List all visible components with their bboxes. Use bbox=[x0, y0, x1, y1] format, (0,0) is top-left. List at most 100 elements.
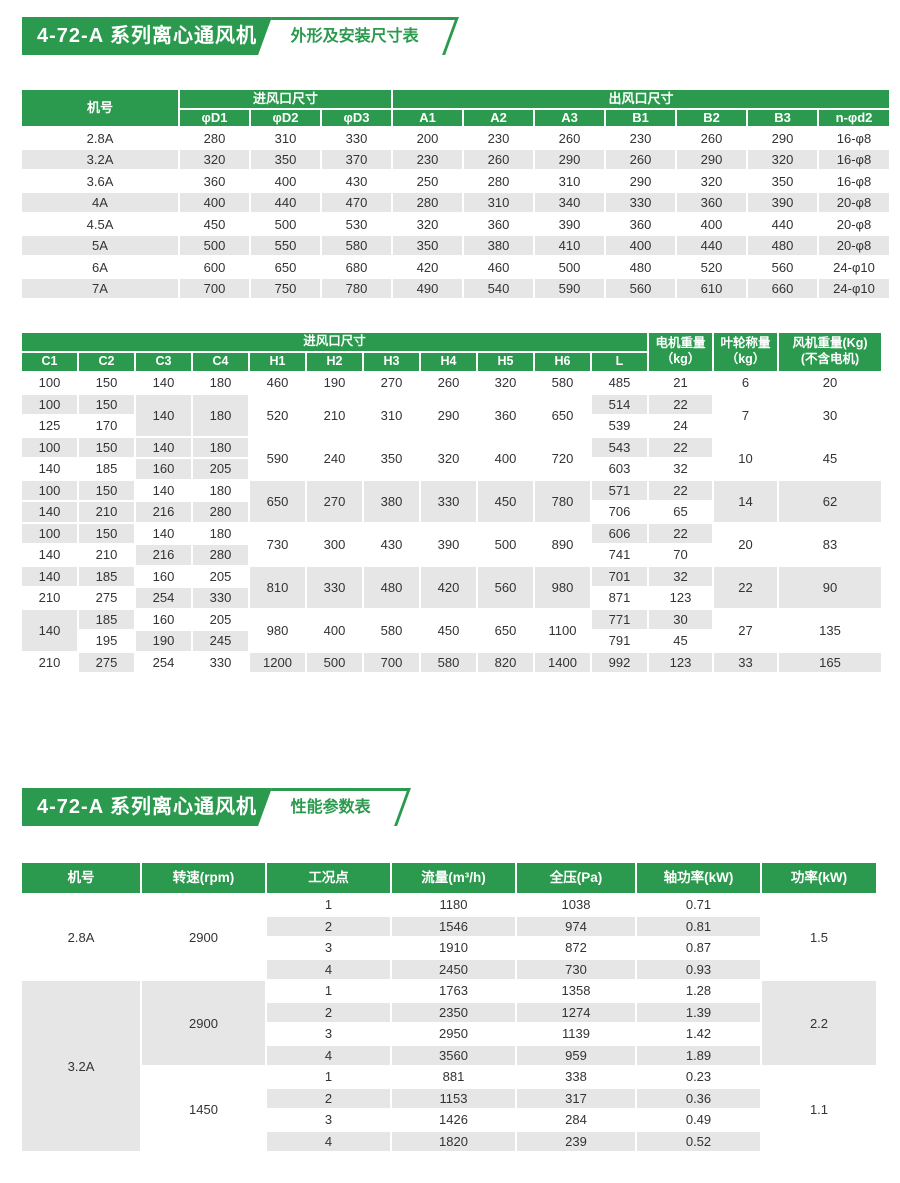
total-pressure-cell: 338 bbox=[517, 1067, 635, 1087]
shaft-power-cell: 0.81 bbox=[637, 916, 760, 936]
table-cell: 123 bbox=[649, 588, 712, 608]
table-cell: 10 bbox=[714, 437, 777, 479]
table-subheader-row: C1 C2 C3 C4 H1 H2 H3 H4 H5 H6 L bbox=[22, 353, 881, 371]
table-cell: 190 bbox=[136, 631, 191, 651]
table-cell: 330 bbox=[322, 128, 391, 148]
table-cell: 310 bbox=[364, 394, 419, 436]
col-header-motor-weight: 电机重量 （kg） bbox=[649, 333, 712, 371]
table-row: 2 1546 974 0.81 bbox=[22, 916, 876, 936]
col-header-c1: C1 bbox=[22, 353, 77, 371]
table-cell: 270 bbox=[364, 373, 419, 393]
operating-point-cell: 4 bbox=[267, 959, 390, 979]
table-cell: 90 bbox=[779, 566, 881, 608]
flow-rate-cell: 2450 bbox=[392, 959, 515, 979]
table-cell: 480 bbox=[748, 235, 817, 256]
shaft-power-cell: 0.52 bbox=[637, 1131, 760, 1151]
table-cell: 330 bbox=[421, 480, 476, 522]
table-cell: 871 bbox=[592, 588, 647, 608]
table-row: 6A 600 650 680 420 460 500 480 520 560 24-φ10 bbox=[22, 257, 889, 277]
col-header-a3: A3 bbox=[535, 110, 604, 127]
table-cell: 400 bbox=[180, 192, 249, 213]
table-cell: 310 bbox=[464, 192, 533, 213]
table-cell: 100 bbox=[22, 373, 77, 393]
section-header-dimensions: 4-72-A 系列离心通风机 外形及安装尺寸表 bbox=[22, 17, 459, 55]
table-cell: 230 bbox=[606, 128, 675, 148]
flow-rate-cell: 1426 bbox=[392, 1110, 515, 1130]
table-type-tag-label: 外形及安装尺寸表 bbox=[290, 28, 419, 45]
table-cell: 450 bbox=[478, 480, 533, 522]
speed-cell: 2900 bbox=[142, 895, 265, 979]
table-cell: 254 bbox=[136, 652, 191, 672]
table-cell: 600 bbox=[180, 257, 249, 277]
table-cell: 330 bbox=[606, 192, 675, 213]
table-cell: 606 bbox=[592, 523, 647, 543]
table-cell: 320 bbox=[748, 149, 817, 170]
table-cell: 150 bbox=[79, 480, 134, 500]
table-cell: 780 bbox=[322, 278, 391, 299]
table-cell: 150 bbox=[79, 523, 134, 543]
table-cell: 539 bbox=[592, 416, 647, 436]
table-cell: 485 bbox=[592, 373, 647, 393]
operating-point-cell: 3 bbox=[267, 1110, 390, 1130]
table-cell: 290 bbox=[421, 394, 476, 436]
table-cell: 20-φ8 bbox=[819, 214, 889, 234]
table-row: 140 185 160 205 810 330 480 420 560 980 701 32 22 90 bbox=[22, 566, 881, 608]
table-cell: 520 bbox=[250, 394, 305, 436]
table-row: 4A 400 440 470 280 310 340 330 360 390 20-φ8 bbox=[22, 192, 889, 213]
table-cell: 390 bbox=[421, 523, 476, 565]
table-cell: 7 bbox=[714, 394, 777, 436]
operating-point-cell: 1 bbox=[267, 895, 390, 915]
table-row: 100 150 140 180 590 240 350 320 400 720 543 22 10 45 bbox=[22, 437, 881, 479]
table-cell: 260 bbox=[606, 149, 675, 170]
total-pressure-cell: 1038 bbox=[517, 895, 635, 915]
table-row: 1450 1 881 338 0.23 1.1 bbox=[22, 1067, 876, 1151]
table-cell: 205 bbox=[193, 609, 248, 629]
table-cell: 350 bbox=[251, 149, 320, 170]
table-cell: 280 bbox=[393, 192, 462, 213]
table-row: 3.6A 360 400 430 250 280 310 290 320 350 16-φ8 bbox=[22, 171, 889, 191]
col-header-impeller-weight: 叶轮称量 （kg） bbox=[714, 333, 777, 371]
table-cell: 390 bbox=[535, 214, 604, 234]
table-cell: 890 bbox=[535, 523, 590, 565]
table-cell: 83 bbox=[779, 523, 881, 565]
table-cell: 200 bbox=[393, 128, 462, 148]
table-cell: 420 bbox=[393, 257, 462, 277]
table-header-row: 机号 转速(rpm) 工况点 流量(m³/h) 全压(Pa) 轴功率(kW) 功… bbox=[22, 863, 876, 893]
table-type-tag-performance: 性能参数表 bbox=[258, 788, 411, 826]
table-cell: 350 bbox=[748, 171, 817, 191]
table-row: 4 1820 239 0.52 bbox=[22, 1131, 876, 1151]
table-cell: 21 bbox=[649, 373, 712, 393]
col-header-h2: H2 bbox=[307, 353, 362, 371]
table-cell: 520 bbox=[677, 257, 746, 277]
col-header-d1: φD1 bbox=[180, 110, 249, 127]
table-cell: 20 bbox=[779, 373, 881, 393]
col-header-h4: H4 bbox=[421, 353, 476, 371]
table-cell: 660 bbox=[748, 278, 817, 299]
col-group-inlet-size: 进风口尺寸 bbox=[22, 333, 647, 351]
table-cell: 330 bbox=[193, 652, 248, 672]
table-cell: 480 bbox=[606, 257, 675, 277]
table-cell: 20-φ8 bbox=[819, 192, 889, 213]
table-row: 3 1426 284 0.49 bbox=[22, 1110, 876, 1130]
table-cell: 720 bbox=[535, 437, 590, 479]
table-cell: 650 bbox=[535, 394, 590, 436]
table-cell: 190 bbox=[307, 373, 362, 393]
col-header-l: L bbox=[592, 353, 647, 371]
table-cell: 580 bbox=[322, 235, 391, 256]
total-pressure-cell: 730 bbox=[517, 959, 635, 979]
operating-point-cell: 2 bbox=[267, 1088, 390, 1108]
table-cell: 450 bbox=[180, 214, 249, 234]
flow-rate-cell: 1180 bbox=[392, 895, 515, 915]
table-cell: 135 bbox=[779, 609, 881, 651]
table-header-row: 机号 进风口尺寸 出风口尺寸 bbox=[22, 90, 889, 127]
col-header-a1: A1 bbox=[393, 110, 462, 127]
table-cell: 400 bbox=[307, 609, 362, 651]
table-cell: 810 bbox=[250, 566, 305, 608]
table-cell: 20 bbox=[714, 523, 777, 565]
table-cell: 210 bbox=[22, 652, 77, 672]
table-subheader-row: φD1 φD2 φD3 A1 A2 A3 B1 B2 B3 n-φd2 bbox=[22, 110, 889, 127]
table-cell: 360 bbox=[464, 214, 533, 234]
table-cell: 560 bbox=[478, 566, 533, 608]
col-header-model: 机号 bbox=[22, 863, 140, 893]
table-cell: 370 bbox=[322, 149, 391, 170]
